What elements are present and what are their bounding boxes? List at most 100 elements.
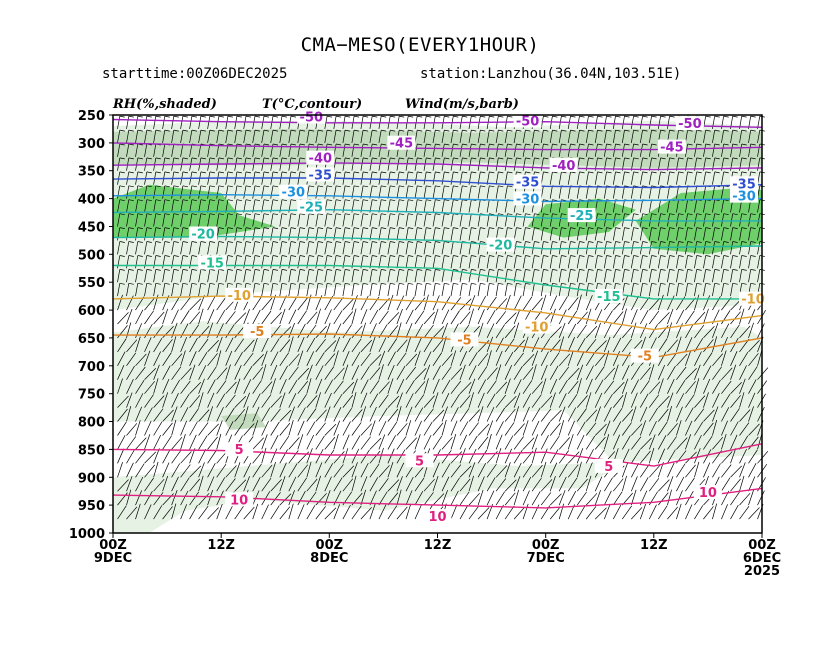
temp-contour-1: [112, 142, 763, 151]
wind-barb-feather: [390, 241, 396, 243]
wind-barb: [432, 241, 436, 255]
wind-barb: [721, 171, 725, 185]
wind-barb: [567, 297, 579, 311]
wind-barb: [306, 311, 318, 325]
wind-barb: [270, 185, 274, 199]
wind-barb: [297, 241, 301, 255]
y-tick-label: 1000: [69, 527, 105, 542]
wind-barb: [468, 448, 477, 464]
wind-barb-feather: [750, 255, 756, 257]
wind-barb: [477, 322, 484, 339]
wind-barb: [576, 324, 587, 339]
wind-barb: [324, 507, 337, 520]
wind-barb: [351, 505, 362, 520]
wind-barb-feather: [705, 157, 711, 160]
wind-barb: [703, 339, 714, 353]
wind-barb: [567, 477, 578, 492]
wind-barb: [450, 171, 454, 185]
wind-barb: [640, 367, 651, 380]
wind-barb: [459, 185, 463, 199]
wind-barb: [153, 283, 157, 297]
wind-barb: [585, 185, 589, 199]
wind-barb: [432, 308, 439, 325]
wind-barb: [324, 366, 335, 380]
wind-barb: [414, 394, 425, 408]
wind-barb: [676, 269, 679, 283]
wind-barb: [342, 421, 351, 436]
wind-barb: [117, 351, 126, 366]
wind-barb-feather: [290, 227, 297, 229]
wind-barb: [189, 311, 201, 325]
wind-barb: [622, 492, 633, 506]
wind-barb: [477, 392, 485, 408]
wind-barb: [369, 269, 373, 283]
wind-barb-feather: [399, 115, 405, 118]
wind-barb-feather: [435, 143, 441, 146]
wind-barb: [603, 116, 607, 129]
wind-barb: [748, 507, 760, 520]
wind-barb: [216, 393, 226, 408]
wind-barb: [567, 323, 577, 339]
wind-barb-feather: [525, 227, 531, 229]
wind-barb: [450, 420, 458, 436]
wind-barb: [261, 420, 269, 436]
wind-barb: [333, 213, 337, 227]
wind-barb-feather: [354, 129, 360, 132]
wind-barb-feather: [669, 227, 675, 229]
wind-barb: [621, 462, 629, 478]
wind-barb-feather: [354, 115, 360, 118]
wind-barb: [612, 255, 616, 269]
wind-barb: [486, 296, 497, 311]
wind-barb-feather: [651, 282, 657, 285]
wind-barb: [613, 408, 623, 422]
wind-barb: [748, 379, 757, 394]
wind-barb-feather: [597, 143, 603, 146]
wind-barb: [594, 143, 598, 157]
wind-barb: [721, 393, 731, 408]
wind-barb-feather: [480, 157, 486, 160]
wind-barb: [495, 447, 502, 464]
wind-barb-feather: [561, 269, 567, 271]
wind-barb-feather: [408, 241, 414, 243]
wind-barb: [630, 227, 634, 241]
wind-barb-feather: [182, 227, 188, 229]
wind-barb-feather: [498, 115, 504, 118]
wind-barb-feather: [453, 143, 459, 146]
wind-barb: [144, 368, 157, 380]
wind-barb: [117, 283, 121, 297]
wind-barb-feather: [750, 171, 756, 174]
wind-barb: [495, 185, 499, 199]
wind-barb-feather: [200, 199, 206, 202]
wind-barb: [180, 477, 190, 492]
wind-barb-feather: [164, 255, 170, 257]
wind-barb: [207, 283, 211, 297]
wind-barb-feather: [137, 115, 143, 118]
wind-barb: [270, 351, 279, 366]
wind-barb-feather: [453, 185, 459, 188]
wind-barb: [432, 462, 440, 478]
wind-barb-feather: [263, 143, 270, 146]
wind-barb: [387, 421, 398, 436]
wind-barb-feather: [182, 129, 188, 132]
wind-barb: [441, 309, 450, 325]
wind-barb-feather: [281, 213, 288, 216]
wind-barb-feather: [642, 185, 648, 188]
contour-label-6: -40: [552, 159, 576, 174]
wind-barb-feather: [471, 143, 477, 146]
wind-barb: [657, 227, 661, 241]
wind-barb: [621, 130, 625, 143]
wind-barb-feather: [453, 255, 459, 257]
wind-barb-feather: [218, 282, 224, 285]
wind-barb: [387, 395, 400, 408]
wind-barb: [450, 241, 454, 255]
wind-barb-feather: [615, 171, 621, 174]
wind-barb: [162, 449, 171, 464]
wind-barb: [468, 409, 480, 422]
wind-barb: [630, 379, 640, 394]
wind-barb-feather: [606, 241, 612, 243]
wind-barb: [243, 379, 252, 394]
wind-barb: [126, 352, 137, 367]
wind-barb: [207, 130, 211, 143]
wind-barb: [135, 185, 139, 199]
wind-barb-feather: [534, 171, 540, 174]
